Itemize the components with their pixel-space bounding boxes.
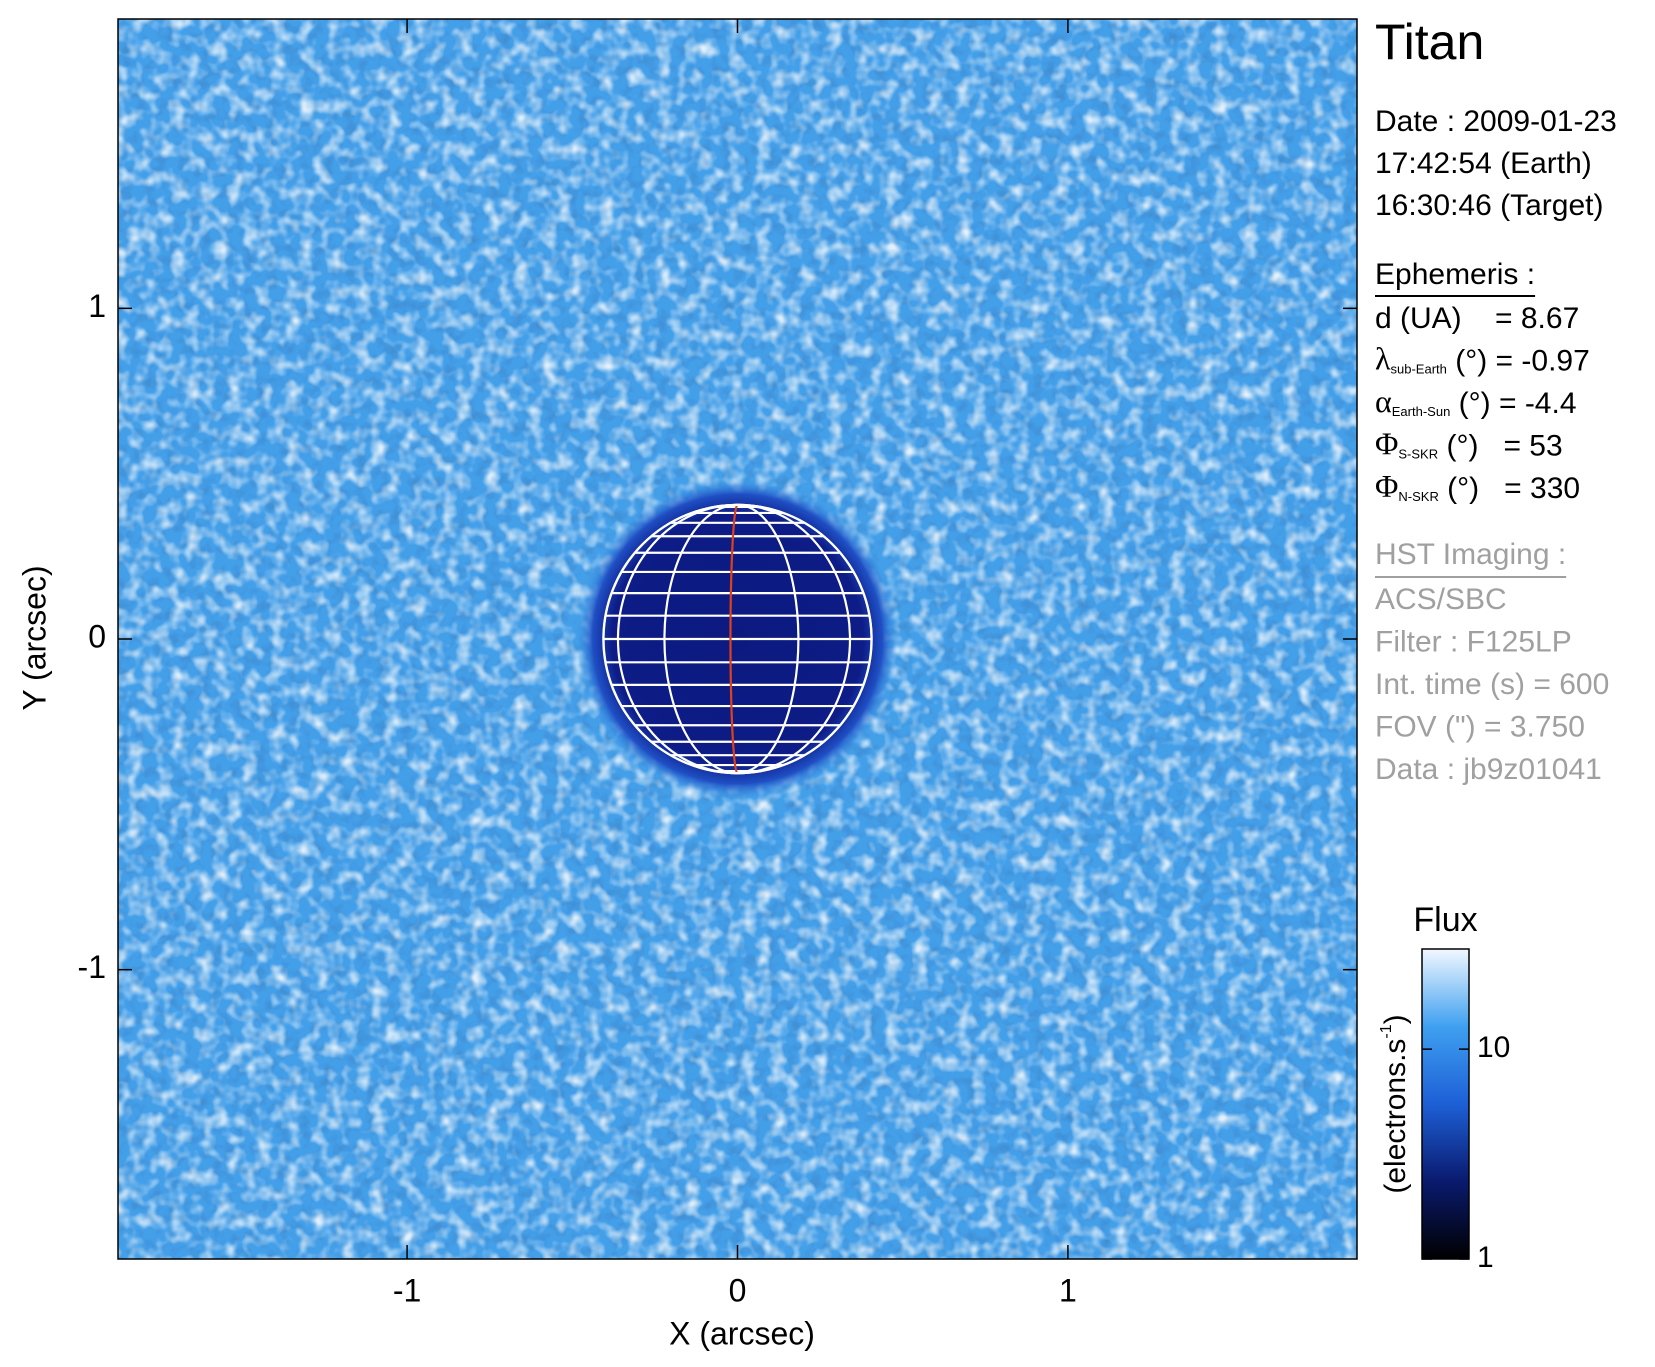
date-line: 16:30:46 (Target) [1375,189,1603,222]
date-line: 17:42:54 (Earth) [1375,147,1592,180]
ephemeris-value: (°) = -4.4 [1450,387,1576,420]
imaging-line: FOV (") = 3.750 [1375,710,1585,743]
ephemeris-line: ΦS-SKR (°) = 53 [1375,426,1563,463]
ephemeris-line: ΦN-SKR (°) = 330 [1375,468,1580,505]
ephemeris-symbol: λ [1375,341,1391,377]
imaging-line: Int. time (s) = 600 [1375,668,1609,701]
meridian [663,503,738,775]
imaging-title: HST Imaging : [1375,538,1566,571]
globe-grid [602,503,873,775]
meridian [737,503,800,775]
ephemeris-subscript: Earth-Sun [1392,404,1451,419]
y-tick-label: 0 [88,618,106,654]
meridian [729,503,739,775]
target-title: Titan [1375,14,1484,70]
y-tick-label: 1 [88,288,106,324]
ephemeris-subscript: sub-Earth [1391,362,1447,377]
x-axis-label: X (arcsec) [669,1315,815,1351]
image [118,19,1357,1259]
imaging-line: ACS/SBC [1375,583,1507,616]
ephemeris-value: (°) = 330 [1439,472,1580,505]
ephemeris-line: d (UA) = 8.67 [1375,302,1579,335]
ephemeris-value: d (UA) = 8.67 [1375,302,1579,335]
limb [602,503,873,775]
ephemeris-symbol: Φ [1375,426,1398,462]
imaging-line: Filter : F125LP [1375,625,1572,658]
ephemeris-subscript: S-SKR [1398,447,1438,462]
ephemeris-symbol: α [1375,383,1392,419]
ephemeris-value: (°) = -0.97 [1447,344,1590,377]
colorbar [1421,948,1470,1260]
meridian [616,503,738,775]
ephemeris-symbol: Φ [1375,468,1398,504]
colorbar-tick-label: 1 [1477,1241,1494,1274]
ephemeris-subscript: N-SKR [1398,489,1438,504]
colorbar-label-text: (electrons.s [1379,1039,1412,1194]
y-tick-label: -1 [78,949,106,985]
x-tick-label: 0 [729,1272,747,1308]
meridian [737,503,852,775]
ephemeris-line: αEarth-Sun (°) = -4.4 [1375,383,1577,420]
ephemeris-line: λsub-Earth (°) = -0.97 [1375,341,1590,378]
colorbar-title: Flux [1413,901,1477,939]
ephemeris-title: Ephemeris : [1375,258,1535,291]
colorbar-tick-label: 10 [1477,1031,1510,1064]
colorbar-label: (electrons.s-1) [1378,1014,1412,1193]
colorbar-label-end: ) [1379,1014,1412,1024]
ephemeris-value: (°) = 53 [1438,429,1563,462]
imaging-line: Data : jb9z01041 [1375,753,1602,786]
colorbar-label-sup: -1 [1378,1024,1395,1038]
y-axis-label: Y (arcsec) [16,565,52,710]
x-tick-label: -1 [393,1272,421,1308]
x-tick-label: 1 [1059,1272,1077,1308]
date-line: Date : 2009-01-23 [1375,105,1617,138]
